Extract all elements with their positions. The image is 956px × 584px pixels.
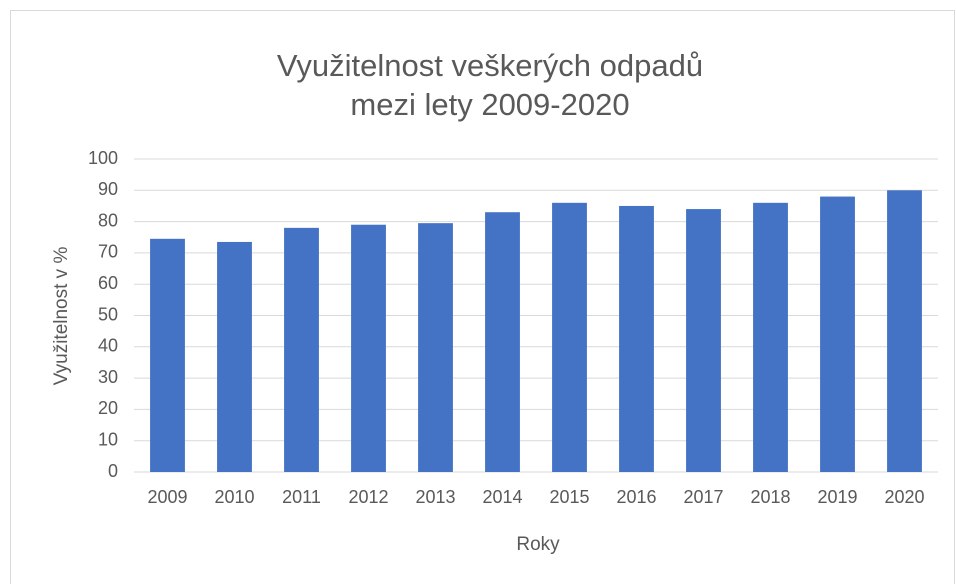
bar [150, 238, 185, 472]
x-tick-label: 2016 [616, 487, 656, 507]
x-tick-label: 2018 [750, 487, 790, 507]
x-tick-label: 2017 [683, 487, 723, 507]
y-tick-label: 50 [98, 304, 118, 324]
chart-title: mezi lety 2009-2020 [350, 87, 629, 122]
y-tick-label: 30 [98, 367, 118, 387]
y-tick-label: 20 [98, 398, 118, 418]
y-tick-label: 100 [88, 148, 118, 168]
bar [485, 212, 520, 472]
bar [552, 202, 587, 472]
bar [619, 205, 654, 472]
x-tick-label: 2012 [348, 487, 388, 507]
bar [418, 223, 453, 472]
y-tick-label: 80 [98, 210, 118, 230]
y-tick-label: 90 [98, 179, 118, 199]
y-tick-label: 40 [98, 336, 118, 356]
x-tick-label: 2019 [817, 487, 857, 507]
y-tick-label: 70 [98, 242, 118, 262]
chart-title: Využitelnost veškerých odpadů [277, 48, 703, 83]
bar [217, 241, 252, 472]
x-tick-label: 2015 [549, 487, 589, 507]
x-tick-label: 2010 [214, 487, 254, 507]
bar [753, 202, 788, 472]
bar [284, 227, 319, 472]
bar [887, 190, 922, 473]
bar [820, 196, 855, 472]
bar [686, 209, 721, 472]
y-tick-label: 60 [98, 273, 118, 293]
x-tick-label: 2009 [147, 487, 187, 507]
y-axis-label: Využitelnost v % [51, 247, 72, 386]
bar [351, 224, 386, 472]
x-tick-label: 2013 [415, 487, 455, 507]
y-tick-label: 10 [98, 429, 118, 449]
x-tick-label: 2014 [482, 487, 522, 507]
x-axis-label: Roky [516, 534, 560, 555]
x-tick-label: 2011 [282, 487, 321, 507]
x-tick-label: 2020 [884, 487, 924, 507]
y-tick-label: 0 [108, 461, 118, 481]
